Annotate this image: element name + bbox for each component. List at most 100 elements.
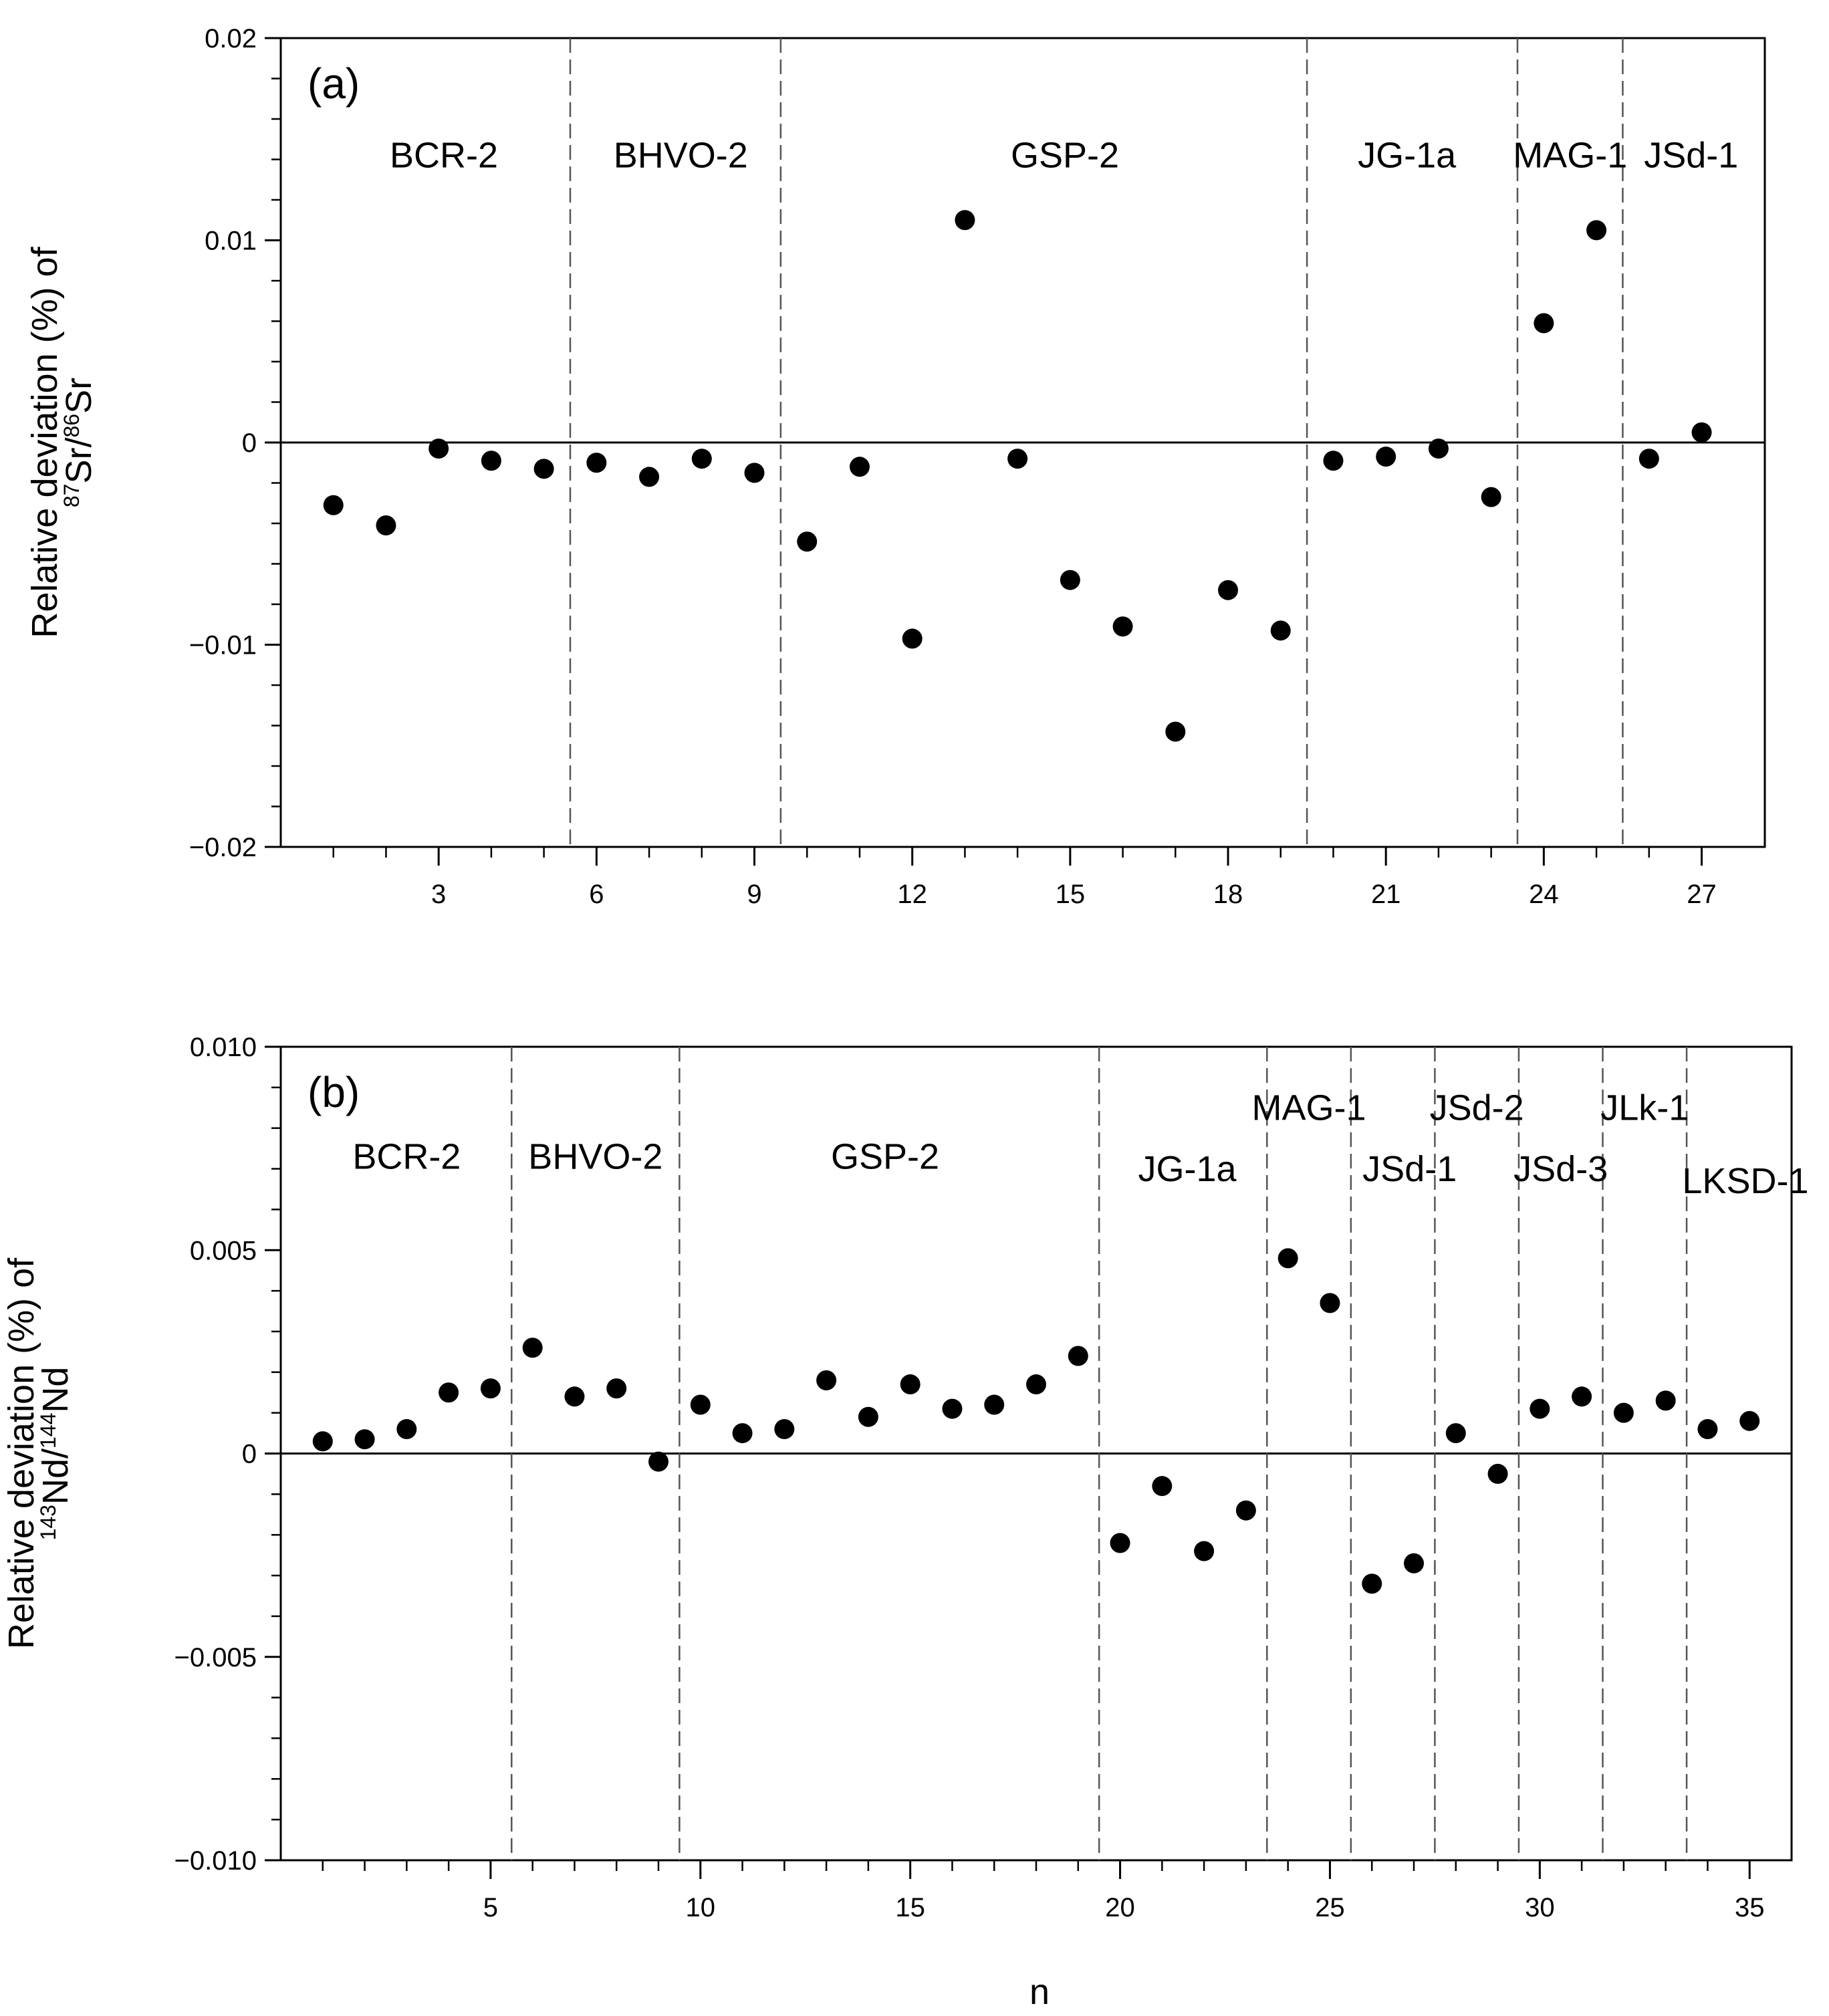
- chart-a-point-16: [1112, 616, 1133, 637]
- chart-a-panel-label: (a): [308, 59, 360, 108]
- chart-b-point-8: [606, 1378, 627, 1399]
- chart-a-point-4: [481, 451, 501, 471]
- chart-b-point-27: [1404, 1553, 1424, 1573]
- chart-a-group-label-jg-1a: JG-1a: [1358, 136, 1457, 176]
- chart-a-ylabel-part-4: Sr: [59, 378, 99, 414]
- chart-b-point-30: [1530, 1398, 1550, 1419]
- chart-b-point-20: [1110, 1533, 1130, 1553]
- chart-b-group-label-lksd-1: LKSD-1: [1682, 1161, 1808, 1201]
- chart-a-point-24: [1534, 313, 1554, 334]
- chart-b-group-label-mag-1: MAG-1: [1252, 1088, 1366, 1128]
- chart-b-group-label-jg-1a: JG-1a: [1138, 1149, 1237, 1189]
- chart-b-point-2: [354, 1429, 375, 1450]
- chart-b-point-11: [732, 1423, 753, 1444]
- chart-a-xtick-label-9: 27: [1687, 880, 1717, 909]
- chart-b-ylabel-part-4: Nd: [35, 1367, 76, 1413]
- chart-a-point-14: [1007, 449, 1028, 469]
- chart-b-point-5: [480, 1378, 501, 1399]
- chart-a-xtick-label-1: 3: [431, 880, 446, 909]
- chart-b-point-18: [1026, 1374, 1046, 1395]
- chart-a-xtick-label-5: 15: [1056, 880, 1086, 909]
- chart-a-ytick-label-2: −0.01: [189, 631, 257, 660]
- chart-a-group-label-bcr-2: BCR-2: [390, 136, 498, 176]
- chart-a-point-17: [1165, 721, 1186, 742]
- chart-b-group-label-jlk-1: JLk-1: [1600, 1088, 1689, 1128]
- chart-b-point-32: [1613, 1402, 1634, 1423]
- chart-b-point-28: [1445, 1423, 1466, 1444]
- chart-a-point-2: [376, 515, 396, 536]
- chart-b-ylabel-line1: Relative deviation (%) of: [1, 1257, 41, 1649]
- chart-a-group-label-mag-1: MAG-1: [1513, 136, 1627, 176]
- chart-b-xtick-label-6: 30: [1525, 1893, 1555, 1922]
- chart-b-panel-label: (b): [308, 1068, 360, 1116]
- chart-a-ylabel-part-3: 86: [59, 414, 84, 438]
- chart-a-point-15: [1060, 570, 1080, 590]
- chart-a-ylabel-line2: 87Sr/86Sr: [59, 378, 99, 507]
- chart-b-group-label-bcr-2: BCR-2: [352, 1137, 461, 1177]
- chart-b-point-24: [1277, 1248, 1298, 1269]
- chart-b-point-1: [312, 1431, 333, 1452]
- chart-a-point-7: [639, 467, 660, 487]
- chart-b-point-4: [439, 1382, 459, 1403]
- chart-a-group-label-gsp-2: GSP-2: [1011, 136, 1119, 176]
- chart-a-point-9: [744, 463, 765, 483]
- chart-b-ytick-label-3: 0: [242, 1440, 257, 1469]
- chart-b-point-9: [648, 1451, 668, 1472]
- chart-b-xtick-label-4: 20: [1105, 1893, 1135, 1922]
- chart-b-ytick-label-4: 0.005: [190, 1236, 257, 1265]
- chart-a-point-21: [1376, 447, 1396, 467]
- chart-b-point-31: [1572, 1386, 1592, 1407]
- chart-b-point-12: [774, 1418, 795, 1439]
- chart-b-group-label-gsp-2: GSP-2: [831, 1137, 939, 1177]
- chart-b-ytick-label-5: 0.010: [190, 1033, 257, 1062]
- chart-b-point-34: [1697, 1418, 1718, 1439]
- chart-a-point-18: [1218, 580, 1239, 600]
- chart-a-ylabel-line1: Relative deviation (%) of: [25, 246, 65, 638]
- chart-b-point-15: [900, 1374, 921, 1395]
- chart-b-xtick-label-1: 5: [483, 1893, 498, 1922]
- chart-b-point-25: [1320, 1293, 1340, 1313]
- x-axis-title: n: [1029, 1972, 1050, 2012]
- chart-b-point-10: [690, 1394, 711, 1415]
- chart-a-xtick-label-3: 9: [747, 880, 761, 909]
- chart-a-ytick-label-4: 0.01: [205, 227, 257, 256]
- chart-a-point-1: [323, 495, 344, 515]
- chart-b-point-6: [522, 1338, 543, 1358]
- chart-b-xtick-label-7: 35: [1735, 1893, 1765, 1922]
- chart-a-point-10: [797, 531, 818, 552]
- chart-a-point-26: [1638, 449, 1659, 469]
- chart-b-ytick-label-1: −0.010: [174, 1846, 257, 1876]
- chart-a-point-11: [849, 457, 870, 477]
- chart-b-xtick-label-3: 15: [895, 1893, 925, 1922]
- panel-b-chart: −0.010 −0.005 0 0.005 0.010 5 10 15 20 25 30 35 BCR-…: [1, 1033, 1808, 1922]
- chart-a-point-20: [1323, 451, 1344, 471]
- chart-a-point-23: [1481, 487, 1501, 507]
- chart-a-xtick-label-2: 6: [589, 880, 604, 909]
- chart-a-xtick-label-6: 18: [1213, 880, 1243, 909]
- chart-b-ytick-label-2: −0.005: [174, 1643, 257, 1672]
- chart-a-point-12: [902, 628, 923, 649]
- chart-b-point-14: [858, 1406, 878, 1427]
- chart-a-xtick-label-8: 24: [1529, 880, 1559, 909]
- chart-a-group-label-bhvo-2: BHVO-2: [614, 136, 748, 176]
- chart-a-ytick-label-3: 0: [242, 428, 257, 458]
- chart-b-point-26: [1362, 1573, 1382, 1594]
- chart-a-ytick-label-1: −0.02: [189, 833, 257, 862]
- chart-b-point-21: [1152, 1476, 1173, 1497]
- chart-b-point-17: [984, 1394, 1005, 1415]
- chart-a-point-22: [1428, 438, 1449, 459]
- chart-b-ylabel-line2: 143Nd/144Nd: [35, 1367, 76, 1541]
- chart-b-point-3: [396, 1418, 417, 1439]
- chart-a-point-5: [533, 459, 554, 479]
- chart-b-group-label-jsd-1: JSd-1: [1362, 1149, 1457, 1189]
- chart-b-ylabel-part-1: 143: [36, 1505, 60, 1540]
- chart-b-xtick-label-2: 10: [686, 1893, 716, 1922]
- chart-a-point-25: [1586, 220, 1607, 241]
- chart-b-point-22: [1194, 1541, 1215, 1561]
- chart-a-point-13: [955, 210, 975, 231]
- chart-a-point-8: [691, 449, 712, 469]
- chart-b-point-16: [942, 1398, 963, 1419]
- chart-b-group-label-jsd-3: JSd-3: [1513, 1149, 1608, 1189]
- chart-b-point-29: [1487, 1463, 1508, 1484]
